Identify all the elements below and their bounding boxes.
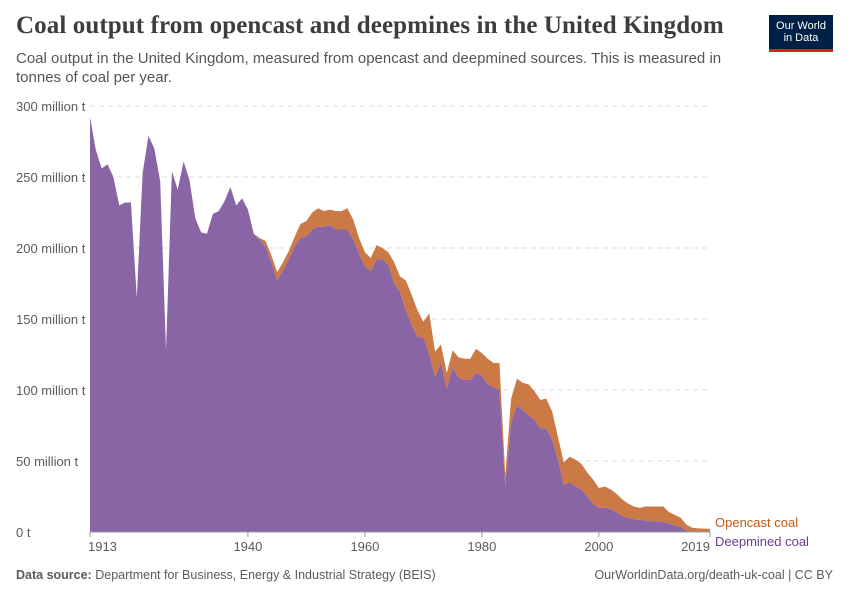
source-label: Data source: — [16, 568, 92, 582]
chart-title: Coal output from opencast and deepmines … — [16, 12, 724, 39]
logo-line-2: in Data — [783, 32, 819, 44]
source-url[interactable]: OurWorldinData.org/death-uk-coal | CC BY — [594, 568, 833, 582]
logo-line-1: Our World — [776, 20, 826, 32]
y-tick-label: 250 million t — [16, 170, 86, 185]
y-tick-label: 200 million t — [16, 241, 86, 256]
y-tick-label: 300 million t — [16, 99, 86, 114]
opencast-area — [90, 117, 710, 532]
owid-logo[interactable]: Our World in Data — [769, 15, 833, 52]
x-tick-label: 2000 — [584, 539, 613, 554]
y-tick-label: 0 t — [16, 525, 31, 540]
chart-subtitle: Coal output in the United Kingdom, measu… — [16, 50, 722, 86]
source-text: Department for Business, Energy & Indust… — [95, 568, 436, 582]
x-tick-label: 1913 — [88, 539, 117, 554]
legend-label-deepmined: Deepmined coal — [715, 534, 809, 549]
x-tick-label: 1940 — [233, 539, 262, 554]
x-tick-label: 1960 — [350, 539, 379, 554]
x-tick-label: 2019 — [681, 539, 710, 554]
deepmined-area — [90, 117, 710, 533]
data-source: Data source: Department for Business, En… — [16, 568, 436, 582]
legend-label-opencast: Opencast coal — [715, 515, 798, 530]
y-tick-label: 150 million t — [16, 312, 86, 327]
y-tick-label: 50 million t — [16, 454, 79, 469]
x-tick-label: 1980 — [467, 539, 496, 554]
y-tick-label: 100 million t — [16, 383, 86, 398]
